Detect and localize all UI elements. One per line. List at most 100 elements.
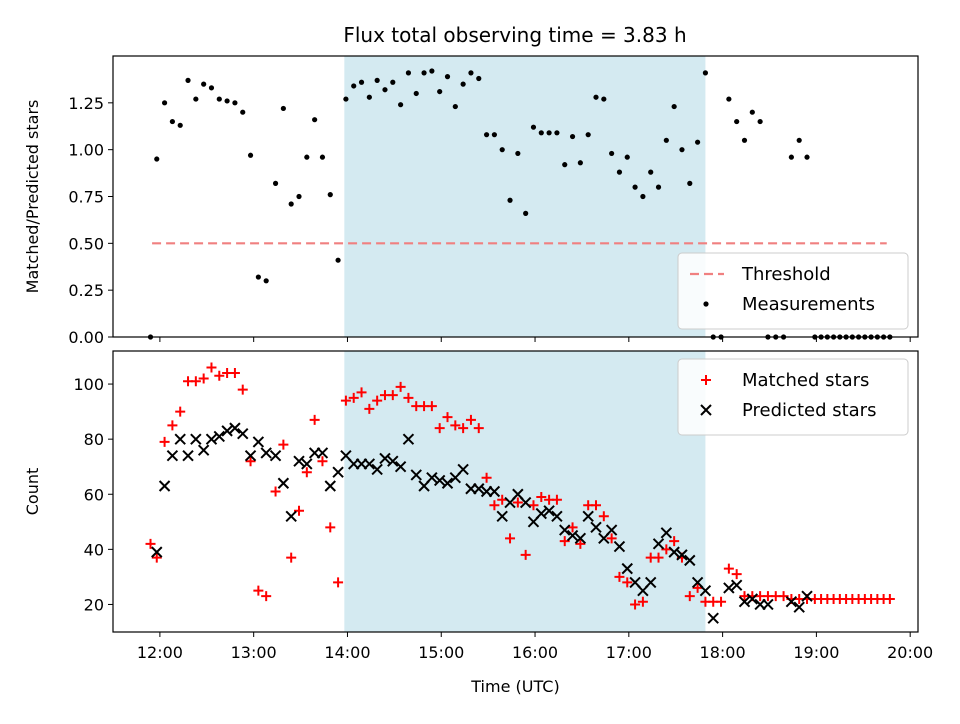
matched-stars-point [505, 533, 516, 544]
predicted-stars-point [166, 449, 179, 462]
predicted-stars-point [730, 579, 743, 591]
measurement-point [804, 154, 810, 160]
measurement-point [351, 83, 357, 89]
matched-stars-point [237, 384, 248, 395]
predicted-stars-point [252, 436, 265, 448]
predicted-stars-point [746, 593, 759, 605]
matched-stars-point [450, 420, 461, 431]
matched-stars-point [333, 577, 344, 588]
matched-stars-point [387, 390, 398, 401]
predicted-stars-point [244, 449, 257, 462]
legend-label: Threshold [741, 264, 831, 285]
matched-stars-point [229, 368, 240, 379]
measurement-point [616, 169, 623, 175]
measurement-point [788, 154, 794, 160]
measurement-point [161, 100, 168, 106]
predicted-stars-point [676, 549, 688, 561]
y-tick-label-top: 1.00 [68, 141, 104, 160]
measurement-point [193, 96, 199, 102]
predicted-stars-point [699, 584, 712, 597]
measurement-point [796, 137, 802, 143]
predicted-stars-point [574, 532, 587, 545]
measurement-point [216, 96, 222, 102]
axes-frame-bottom [112, 350, 919, 633]
predicted-stars-point [590, 521, 602, 534]
matched-stars-point [684, 591, 695, 602]
measurement-point [507, 197, 513, 203]
predicted-stars-point [324, 480, 336, 492]
measurement-point [224, 98, 230, 104]
matched-stars-point [261, 591, 272, 602]
measurement-point [444, 74, 451, 80]
matched-stars-point [497, 494, 508, 505]
measurement-point [452, 103, 458, 110]
measurement-point [169, 118, 175, 125]
measurement-point [671, 103, 677, 110]
legend-box-top [677, 252, 909, 330]
matched-stars-point [637, 596, 648, 607]
matched-stars-point [309, 414, 320, 425]
matched-stars-point [669, 536, 680, 547]
y-tick-label-bottom: 80 [84, 430, 104, 449]
measurement-point [232, 100, 238, 106]
matched-stars-point [348, 392, 359, 403]
measurement-point [366, 94, 372, 100]
matched-stars-point [245, 456, 256, 467]
y-axis-label-bottom: Count [23, 468, 42, 516]
measurement-point [382, 87, 388, 93]
matched-stars-point [512, 497, 523, 508]
matched-stars-point [159, 436, 170, 447]
measurement-point [319, 154, 326, 160]
predicted-stars-point [260, 447, 272, 459]
measurement-point [460, 81, 466, 87]
predicted-stars-point [221, 425, 233, 437]
measurement-point [632, 184, 638, 190]
measurement-point [601, 96, 607, 102]
predicted-stars-point [652, 538, 665, 550]
matched-stars-point [591, 500, 601, 511]
measurement-point [374, 77, 380, 83]
matched-stars-point [167, 420, 178, 431]
measurement-point [304, 154, 310, 160]
x-tick-label: 13:00 [231, 643, 277, 662]
matched-stars-point [340, 395, 351, 406]
predicted-stars-point [519, 496, 532, 509]
y-tick-label-bottom: 20 [84, 595, 104, 614]
measurement-point [585, 132, 591, 138]
matched-stars-point [206, 362, 217, 373]
predicted-stars-point [151, 546, 163, 558]
legend-measurement-swatch [703, 301, 709, 307]
predicted-stars-point [394, 460, 407, 473]
x-tick-label: 19:00 [793, 643, 839, 662]
predicted-stars-point [801, 590, 813, 602]
measurement-point [546, 130, 552, 136]
predicted-stars-point [197, 444, 210, 456]
matched-stars-point [489, 500, 500, 511]
y-tick-label-bottom: 100 [73, 375, 104, 394]
predicted-stars-point [660, 527, 673, 539]
bottom-panel-star-counts: 20 40 60 80 100 12:00 13:00 14:00 15:00 16:00 17:0… [23, 350, 933, 696]
observing-window-shade-top [344, 56, 706, 337]
predicted-stars-point [535, 507, 547, 520]
measurement-point [515, 150, 521, 157]
x-tick-label: 17:00 [606, 643, 652, 662]
matched-stars-point [598, 511, 609, 522]
predicted-stars-point [441, 477, 454, 489]
measurement-point [499, 147, 505, 153]
predicted-stars-point [551, 510, 563, 523]
y-tick-label-bottom: 40 [84, 540, 104, 559]
measurement-point [624, 154, 630, 160]
predicted-stars-point [387, 455, 399, 467]
y-tick-label-bottom: 60 [84, 485, 104, 504]
legend-box-bottom [677, 358, 909, 436]
measurement-point [208, 85, 215, 91]
predicted-stars-point [793, 601, 805, 613]
predicted-stars-point [785, 595, 798, 608]
y-tick-label-top: 1.25 [68, 94, 104, 113]
measurement-point [640, 193, 646, 200]
measurement-point [530, 124, 537, 130]
predicted-stars-point [566, 529, 579, 542]
predicted-stars-point [229, 422, 241, 434]
y-tick-label-top: 0.75 [68, 188, 104, 207]
matched-stars-point [372, 395, 383, 406]
